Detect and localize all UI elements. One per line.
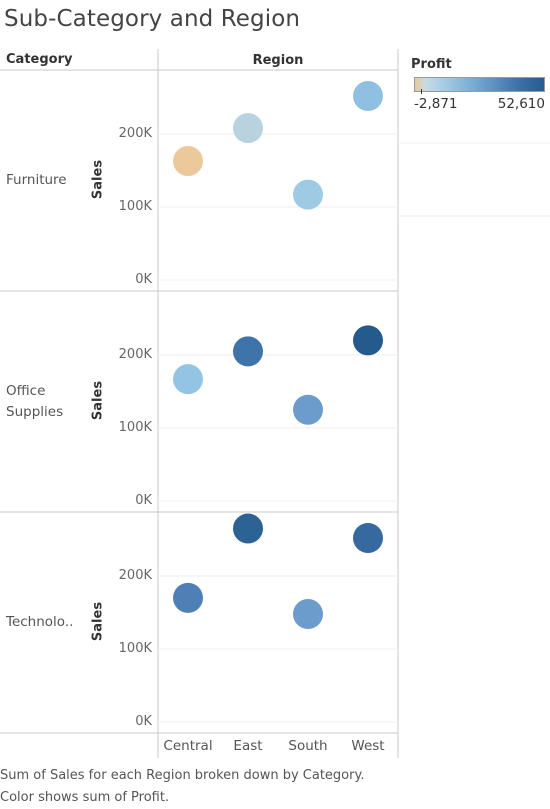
y-tick-label-furniture-0: 0K xyxy=(135,272,152,287)
data-point-furniture-east xyxy=(233,113,263,144)
x-tick-label-south: South xyxy=(288,738,328,754)
category-label-office-supplies-1: Supplies xyxy=(6,403,64,420)
y-tick-label-office-supplies-1: 100K xyxy=(118,420,152,435)
footer-caption-1: Sum of Sales for each Region broken down… xyxy=(0,768,365,783)
legend-title: Profit xyxy=(411,57,452,72)
category-label-technology: Technolo.. xyxy=(6,614,74,630)
data-point-furniture-west xyxy=(353,81,383,112)
y-tick-label-furniture-1: 100K xyxy=(118,199,152,214)
category-label-office-supplies-0: Office xyxy=(6,382,46,399)
data-point-office-supplies-central xyxy=(173,364,203,395)
chart-title: Sub-Category and Region xyxy=(4,6,301,32)
legend-zero-marker xyxy=(421,89,422,94)
category-header: Category xyxy=(6,52,73,67)
y-tick-label-technology-2: 200K xyxy=(118,568,152,583)
y-tick-label-technology-1: 100K xyxy=(118,641,152,656)
y-axis-title-office-supplies: Sales xyxy=(90,380,106,420)
data-point-technology-west xyxy=(353,523,383,554)
legend-color-ramp xyxy=(414,77,545,92)
y-tick-label-furniture-2: 200K xyxy=(118,126,152,141)
y-axis-title-furniture: Sales xyxy=(90,159,106,199)
y-tick-label-technology-0: 0K xyxy=(135,714,152,729)
legend-min-label: -2,871 xyxy=(414,96,458,112)
y-tick-label-office-supplies-2: 200K xyxy=(118,347,152,362)
legend-max-label: 52,610 xyxy=(497,96,545,112)
data-point-technology-central xyxy=(173,582,203,613)
y-axis-title-technology: Sales xyxy=(90,601,106,641)
region-header: Region xyxy=(252,53,304,68)
data-point-office-supplies-south xyxy=(293,394,323,425)
data-point-office-supplies-east xyxy=(233,336,263,367)
data-point-office-supplies-west xyxy=(353,325,383,356)
x-tick-label-east: East xyxy=(233,738,263,754)
data-point-technology-south xyxy=(293,598,323,629)
footer-caption-2: Color shows sum of Profit. xyxy=(0,790,170,805)
category-label-furniture: Furniture xyxy=(6,172,67,188)
data-point-technology-east xyxy=(233,513,263,544)
y-tick-label-office-supplies-0: 0K xyxy=(135,493,152,508)
data-point-furniture-south xyxy=(293,179,323,210)
data-point-furniture-central xyxy=(173,146,203,177)
x-tick-label-central: Central xyxy=(163,738,213,754)
x-tick-label-west: West xyxy=(351,738,385,754)
